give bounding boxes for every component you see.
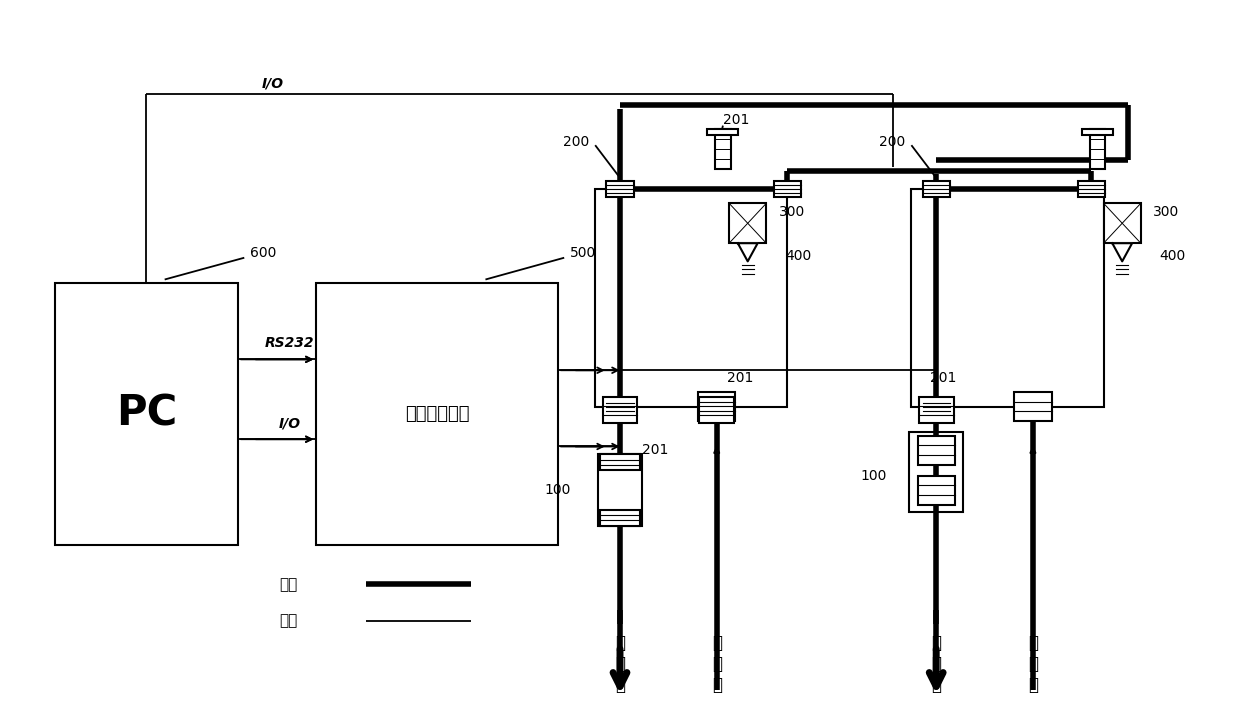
Text: 201: 201 <box>642 443 668 457</box>
Bar <box>707 129 738 135</box>
Text: 500: 500 <box>570 245 596 260</box>
Text: 正
压
源: 正 压 源 <box>712 635 722 694</box>
Text: 600: 600 <box>250 245 277 260</box>
Bar <box>699 397 734 423</box>
Text: 电路: 电路 <box>279 613 298 628</box>
Bar <box>923 181 950 197</box>
Text: 100: 100 <box>544 483 570 497</box>
Bar <box>1078 181 1105 197</box>
Bar <box>919 397 954 423</box>
Text: 负
压
源: 负 压 源 <box>931 635 941 694</box>
Bar <box>1081 129 1114 135</box>
Text: 400: 400 <box>1159 248 1185 263</box>
Text: 200: 200 <box>879 134 905 149</box>
Text: 气路: 气路 <box>279 577 298 592</box>
Bar <box>918 476 955 505</box>
Bar <box>1090 129 1105 168</box>
Bar <box>715 129 730 168</box>
Polygon shape <box>738 243 758 261</box>
Bar <box>55 283 238 544</box>
Bar <box>1104 203 1141 243</box>
Text: I/O: I/O <box>279 416 300 431</box>
Bar <box>729 203 766 243</box>
Text: 200: 200 <box>563 134 589 149</box>
Bar <box>595 189 787 407</box>
Text: 100: 100 <box>861 468 887 483</box>
Bar <box>918 436 955 465</box>
Text: 正
压
源: 正 压 源 <box>1028 635 1038 694</box>
Text: 流量检测电路: 流量检测电路 <box>404 405 470 423</box>
Bar <box>600 454 640 470</box>
Text: 201: 201 <box>723 113 749 127</box>
Text: 300: 300 <box>1153 205 1179 219</box>
Bar <box>698 392 735 421</box>
Bar <box>316 283 558 544</box>
Text: 300: 300 <box>779 205 805 219</box>
Text: 负
压
源: 负 压 源 <box>615 635 625 694</box>
Bar <box>603 397 637 423</box>
Bar <box>911 189 1104 407</box>
Text: I/O: I/O <box>262 76 284 91</box>
Bar <box>606 399 634 415</box>
Bar <box>1014 392 1052 421</box>
Polygon shape <box>1112 243 1132 261</box>
Text: RS232: RS232 <box>265 336 314 351</box>
Bar <box>606 181 634 197</box>
Bar <box>598 454 642 526</box>
Bar <box>600 510 640 526</box>
Bar <box>774 181 801 197</box>
Bar <box>909 432 963 512</box>
Text: 201: 201 <box>727 370 753 385</box>
Bar <box>923 399 950 415</box>
Text: 400: 400 <box>785 248 811 263</box>
Text: 201: 201 <box>930 370 956 385</box>
Text: PC: PC <box>115 393 177 435</box>
